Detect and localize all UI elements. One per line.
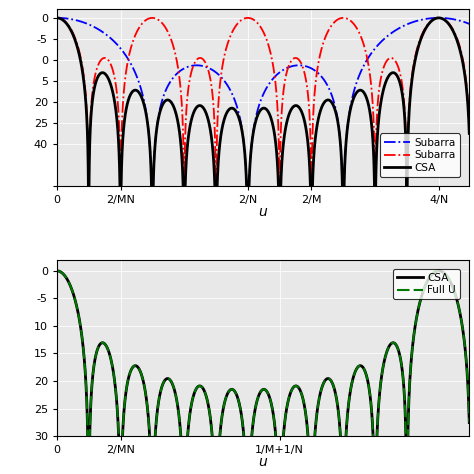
- CSA: [319, 385, 325, 391]
- Legend: CSA, Full U: CSA, Full U: [393, 269, 460, 300]
- Subarra: [319, 46, 325, 51]
- CSA: [157, 110, 163, 116]
- X-axis label: u: u: [259, 455, 267, 469]
- Line: CSA: CSA: [57, 18, 469, 431]
- CSA: [303, 128, 309, 133]
- Subarra: [249, 138, 255, 144]
- CSA: [249, 431, 255, 437]
- Subarra: [249, 16, 255, 22]
- CSA: [440, 16, 446, 22]
- Subarra: [54, 15, 60, 21]
- Subarra: [245, 390, 251, 395]
- Subarra: [349, 95, 355, 101]
- Subarra: [54, 15, 60, 21]
- Full U: [157, 393, 163, 399]
- CSA: [249, 139, 255, 145]
- Full U: [349, 379, 355, 384]
- Subarra: [303, 64, 309, 69]
- Subarra: [440, 15, 446, 21]
- Full U: [249, 431, 255, 437]
- Full U: [303, 416, 309, 421]
- CSA: [349, 379, 355, 384]
- X-axis label: u: u: [259, 205, 267, 219]
- Subarra: [466, 125, 472, 130]
- CSA: [319, 105, 325, 110]
- Line: Subarra: Subarra: [57, 18, 469, 392]
- Full U: [440, 269, 446, 275]
- Subarra: [309, 377, 314, 383]
- CSA: [466, 131, 472, 137]
- CSA: [157, 393, 163, 399]
- CSA: [54, 15, 60, 21]
- CSA: [54, 268, 60, 273]
- Subarra: [349, 19, 355, 25]
- Line: Full U: Full U: [57, 271, 469, 474]
- CSA: [466, 419, 472, 425]
- Line: CSA: CSA: [57, 271, 469, 474]
- Full U: [319, 385, 325, 391]
- Subarra: [466, 21, 472, 27]
- Full U: [54, 268, 60, 273]
- Subarra: [440, 16, 446, 21]
- Full U: [466, 419, 472, 425]
- CSA: [349, 100, 355, 105]
- Subarra: [157, 18, 163, 24]
- CSA: [303, 416, 309, 421]
- Line: Subarra: Subarra: [57, 18, 469, 380]
- Subarra: [303, 79, 309, 85]
- CSA: [309, 428, 314, 434]
- Legend: Subarra, Subarra, CSA: Subarra, Subarra, CSA: [380, 134, 460, 177]
- Subarra: [319, 74, 325, 80]
- Subarra: [157, 107, 163, 113]
- CSA: [440, 269, 446, 275]
